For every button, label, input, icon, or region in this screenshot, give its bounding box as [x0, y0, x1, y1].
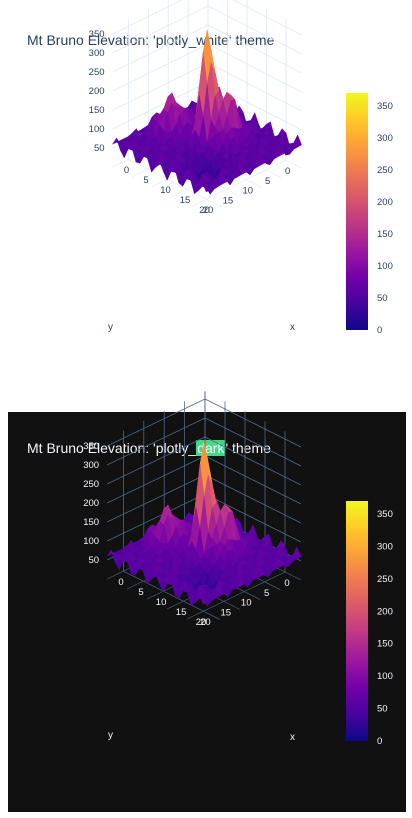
colorbar-tick-label: 0 — [377, 325, 382, 336]
y-tick-label: 15 — [223, 195, 234, 206]
x-axis-title: x — [290, 322, 295, 333]
x-tick-label: 0 — [124, 165, 129, 176]
y-tick-label: 20 — [203, 205, 214, 216]
z-tick-label: 50 — [94, 143, 105, 154]
chart-panel-white: Mt Bruno Elevation: 'plotly_white' theme… — [8, 0, 406, 390]
chart-panel-dark: Mt Bruno Elevation: 'plotly_dark' theme … — [8, 391, 406, 812]
z-tick-label: 150 — [83, 517, 99, 528]
y-tick-label: 20 — [200, 617, 211, 628]
chart-title: Mt Bruno Elevation: 'plotly_dark' theme — [27, 440, 271, 456]
x-tick-label: 5 — [143, 175, 148, 186]
z-tick-label: 300 — [83, 460, 99, 471]
y-tick-label: 5 — [264, 588, 269, 599]
colorbar: 0 50 100 150 200 250 300 350 — [346, 501, 393, 747]
y-tick-label: 0 — [284, 578, 289, 589]
colorbar-tick-label: 300 — [377, 133, 393, 144]
z-tick-label: 350 — [83, 441, 99, 452]
x-tick-label: 20 — [199, 205, 210, 216]
z-tick-label: 250 — [83, 479, 99, 490]
colorbar-tick-label: 200 — [377, 197, 393, 208]
colorbar-tick-label: 300 — [377, 541, 393, 552]
x-tick-label: 5 — [138, 587, 143, 598]
title-suffix: ' theme — [225, 440, 271, 456]
title-suffix: white' theme — [196, 32, 275, 48]
z-tick-label: 250 — [89, 67, 105, 78]
y-tick-label: 0 — [285, 166, 290, 177]
z-tick-label: 50 — [89, 555, 100, 566]
colorbar-tick-label: 350 — [377, 509, 393, 520]
z-tick-label: 350 — [89, 29, 105, 40]
title-prefix: Mt Bruno Elevation: 'plotly_ — [27, 440, 197, 456]
y-axis-title: y — [108, 730, 113, 741]
y-tick-label: 5 — [265, 176, 270, 187]
x-tick-label: 10 — [160, 185, 171, 196]
z-tick-label: 100 — [83, 536, 99, 547]
colorbar-tick-label: 250 — [377, 165, 393, 176]
colorbar-tick-label: 100 — [377, 671, 393, 682]
colorbar-tick-label: 0 — [377, 736, 382, 747]
x-tick-label: 10 — [156, 597, 167, 608]
colorbar: 0 50 100 150 200 250 300 350 — [346, 93, 393, 336]
x-tick-label: 20 — [196, 617, 207, 628]
x-tick-label: 15 — [176, 607, 187, 618]
z-tick-label: 300 — [89, 48, 105, 59]
colorbar-tick-label: 50 — [377, 704, 388, 715]
x-axis-title: x — [290, 732, 295, 743]
colorbar-gradient — [346, 93, 368, 330]
surface-cell — [202, 182, 211, 193]
y-tick-label: 15 — [221, 607, 232, 618]
y-tick-label: 10 — [241, 598, 252, 609]
x-tick-label: 15 — [180, 195, 191, 206]
colorbar-tick-label: 200 — [377, 606, 393, 617]
colorbar-tick-label: 150 — [377, 639, 393, 650]
colorbar-tick-label: 250 — [377, 574, 393, 585]
colorbar-tick-label: 350 — [377, 101, 393, 112]
x-tick-label: 0 — [118, 577, 123, 588]
surface-mesh — [106, 442, 302, 607]
z-tick-label: 100 — [89, 124, 105, 135]
z-tick-label: 150 — [89, 105, 105, 116]
z-tick-label: 200 — [83, 498, 99, 509]
colorbar-tick-label: 100 — [377, 261, 393, 272]
colorbar-tick-label: 50 — [377, 293, 388, 304]
surface-cell — [198, 594, 208, 605]
y-tick-label: 10 — [243, 186, 254, 197]
title-prefix: Mt Bruno Elevation: 'plotly_ — [27, 32, 197, 48]
z-tick-label: 200 — [89, 86, 105, 97]
colorbar-gradient — [346, 501, 368, 741]
y-axis-title: y — [108, 322, 113, 333]
colorbar-tick-label: 150 — [377, 229, 393, 240]
chart-title: Mt Bruno Elevation: 'plotly_white' theme — [27, 32, 274, 48]
surface-mesh — [111, 30, 302, 195]
surface-chart-dark[interactable]: 501001502002503003500510152005101520xy05… — [8, 391, 406, 812]
